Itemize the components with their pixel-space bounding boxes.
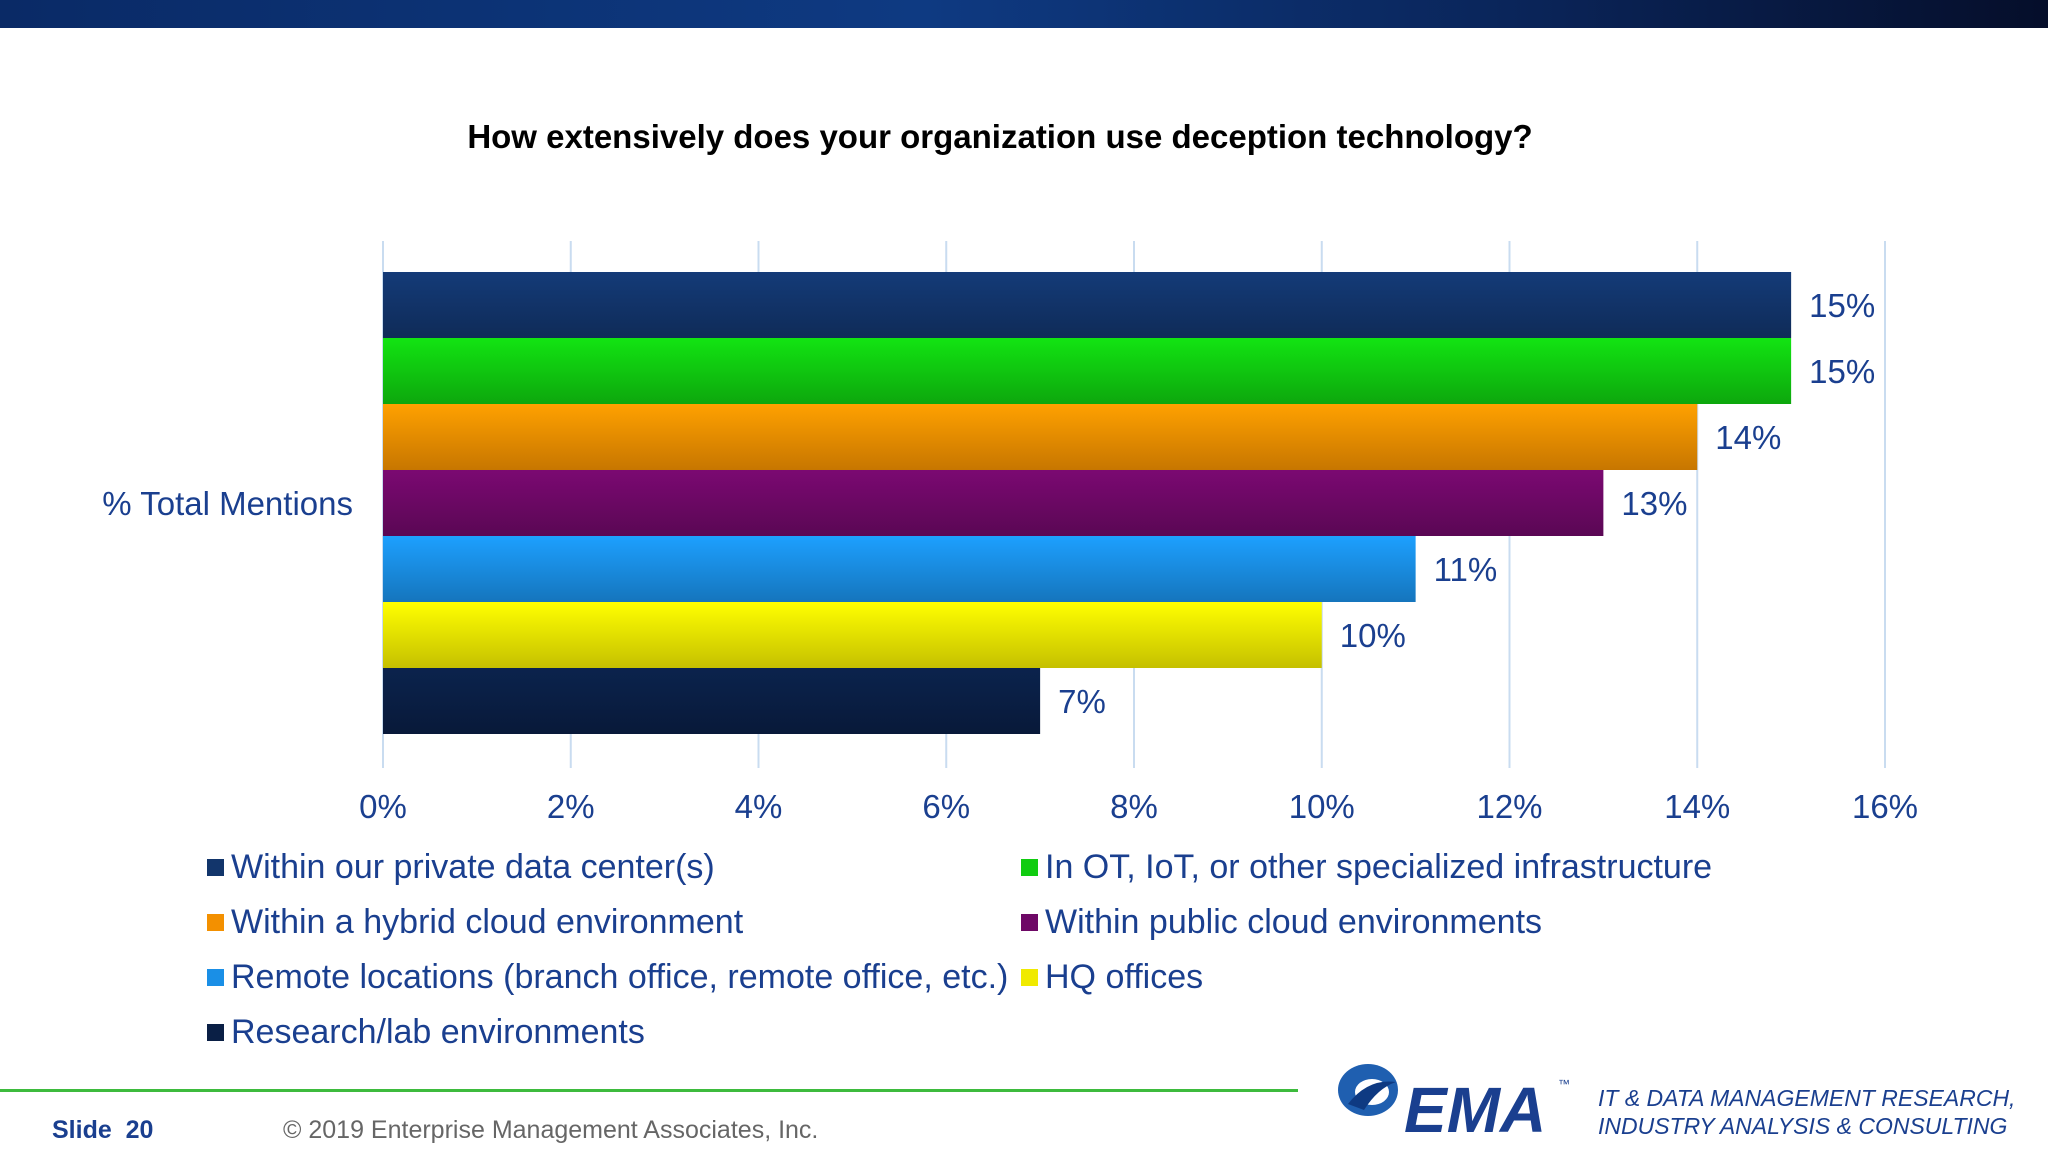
data-label: 14%: [1715, 419, 1781, 456]
x-tick-label: 10%: [1289, 788, 1355, 825]
x-tick-label: 2%: [547, 788, 595, 825]
logo-wordmark: EMA: [1404, 1074, 1546, 1146]
footer-divider: [0, 1089, 1298, 1092]
bars: [383, 272, 1792, 734]
legend-item: Within a hybrid cloud environment: [207, 903, 743, 942]
top-banner: [0, 0, 2048, 28]
tagline-line-1: IT & DATA MANAGEMENT RESEARCH,: [1598, 1085, 2016, 1111]
bar: [383, 602, 1322, 668]
legend-item: Remote locations (branch office, remote …: [207, 958, 1008, 997]
legend-label: Within public cloud environments: [1045, 903, 1543, 941]
legend-swatch: [207, 969, 224, 986]
legend-item: Within our private data center(s): [207, 848, 715, 887]
data-label: 15%: [1809, 287, 1875, 324]
chart-title: How extensively does your organization u…: [467, 118, 1533, 155]
logo-trademark: ™: [1558, 1077, 1570, 1091]
legend-swatch: [207, 859, 224, 876]
legend-label: In OT, IoT, or other specialized infrast…: [1045, 848, 1713, 886]
data-label: 10%: [1340, 617, 1406, 654]
bar: [383, 404, 1698, 470]
x-axis-ticks: 0% 2% 4% 6% 8% 10% 12% 14% 16%: [359, 788, 1918, 825]
data-label: 15%: [1809, 353, 1875, 390]
category-label: % Total Mentions: [102, 485, 353, 522]
legend-swatch: [1021, 859, 1038, 876]
data-label: 13%: [1621, 485, 1687, 522]
data-label: 11%: [1434, 551, 1498, 588]
legend-swatch: [207, 914, 224, 931]
bar: [383, 668, 1041, 734]
x-tick-label: 0%: [359, 788, 407, 825]
x-tick-label: 6%: [922, 788, 970, 825]
x-tick-label: 14%: [1664, 788, 1730, 825]
bar: [383, 536, 1416, 602]
copyright-text: © 2019 Enterprise Management Associates,…: [283, 1116, 819, 1144]
legend-label: Within our private data center(s): [231, 848, 715, 886]
data-labels: 15% 15% 14% 13% 11% 10% 7%: [1058, 287, 1875, 720]
legend-swatch: [1021, 914, 1038, 931]
legend-label: Research/lab environments: [231, 1013, 645, 1051]
tagline: IT & DATA MANAGEMENT RESEARCH, INDUSTRY …: [1598, 1084, 2015, 1140]
x-tick-label: 8%: [1110, 788, 1158, 825]
legend-label: Remote locations (branch office, remote …: [231, 958, 1009, 996]
legend-item: Within public cloud environments: [1021, 903, 1542, 942]
slide-label-text: Slide: [52, 1116, 112, 1144]
bar: [383, 470, 1604, 536]
x-tick-label: 4%: [735, 788, 783, 825]
data-label: 7%: [1058, 683, 1106, 720]
x-tick-label: 16%: [1852, 788, 1918, 825]
slide-number: Slide 20: [52, 1116, 153, 1145]
legend-swatch: [1021, 969, 1038, 986]
legend-swatch: [207, 1024, 224, 1041]
bar: [383, 338, 1792, 404]
legend-label: HQ offices: [1045, 958, 1204, 996]
legend-item: In OT, IoT, or other specialized infrast…: [1021, 848, 1712, 887]
legend-item: Research/lab environments: [207, 1013, 645, 1052]
legend-item: HQ offices: [1021, 958, 1203, 997]
legend-label: Within a hybrid cloud environment: [231, 903, 744, 941]
x-tick-label: 12%: [1476, 788, 1542, 825]
bar: [383, 272, 1792, 338]
ema-logo: EMA ™: [1338, 1064, 1570, 1146]
slide-number-value: 20: [125, 1116, 154, 1144]
tagline-line-2: INDUSTRY ANALYSIS & CONSULTING: [1598, 1113, 2008, 1139]
